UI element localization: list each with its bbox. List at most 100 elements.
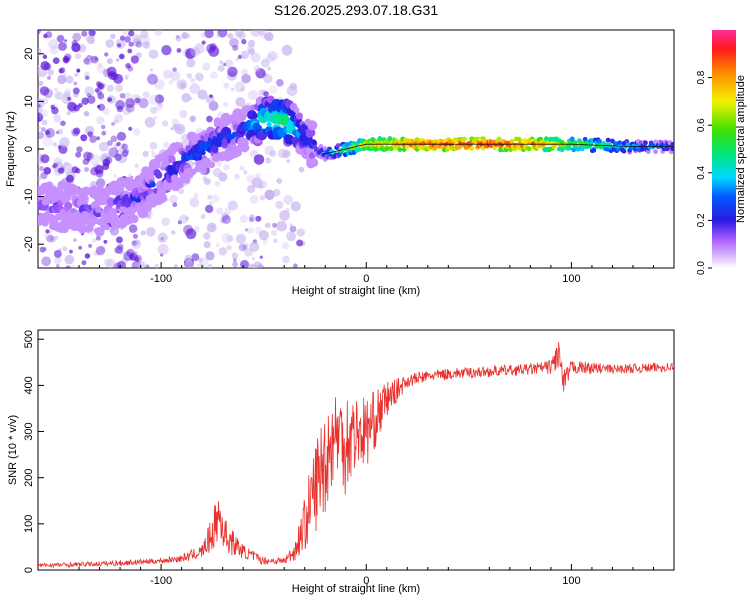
noise-blob [203,232,211,240]
noise-blob [59,67,66,74]
noise-blob [115,99,125,110]
noise-blob [121,143,129,151]
noise-blob [161,120,169,127]
noise-blob [125,63,131,69]
noise-blob [74,72,79,77]
noise-blob [105,39,115,48]
noise-blob [249,217,254,222]
noise-blob [45,229,50,234]
noise-blob [231,39,239,47]
noise-blob [265,157,272,164]
ridge-blob [653,149,658,155]
noise-blob [128,30,135,37]
noise-blob [41,98,49,105]
noise-blob [94,56,99,61]
noise-blob [227,32,234,39]
noise-blob [229,37,239,48]
noise-blob [76,146,83,153]
noise-blob [52,142,58,147]
ridge-blob [307,120,318,131]
noise-blob [106,84,115,92]
noise-blob [190,46,201,57]
noise-blob [216,161,222,167]
noise-blob [282,255,290,264]
noise-blob [191,253,200,262]
noise-blob [224,59,234,68]
noise-blob [38,131,45,140]
noise-blob [124,74,129,80]
noise-blob [109,226,120,236]
noise-blob [201,40,206,45]
noise-blob [84,167,89,172]
noise-blob [58,41,67,51]
noise-blob [39,86,50,96]
snr-panel: -100 0 100 0 100 200 300 400 500 Height of stra… [7,329,675,595]
bottom-x-tick-label: 0 [363,575,369,587]
ridge-blob [670,146,674,152]
noise-blob [145,264,150,268]
noise-blob [153,79,165,90]
noise-blob [247,227,254,234]
noise-blob [186,58,196,68]
noise-blob [231,252,239,259]
noise-blob [103,239,108,244]
noise-blob [56,34,65,43]
noise-blob [246,184,256,194]
noise-blob [63,91,71,99]
noise-blob [128,41,134,47]
noise-blob [134,254,142,263]
noise-blob [118,53,125,60]
bottom-y-tick-label: 400 [23,376,35,394]
top-y-label: Frequency (Hz) [5,111,17,187]
noise-blob [215,33,221,38]
bottom-y-tick-label: 500 [23,330,35,348]
noise-blob [175,35,182,42]
noise-blob [276,220,287,232]
noise-blob [249,213,255,220]
noise-blob [179,82,187,89]
ridge-blob [670,142,674,147]
noise-blob [39,166,45,172]
noise-blob [49,45,59,55]
noise-blob [290,201,301,212]
noise-blob [73,81,78,86]
noise-blob [57,74,67,85]
noise-blob [253,65,261,72]
noise-blob [96,136,101,141]
noise-blob [51,106,59,115]
ridge-blob [200,150,206,156]
noise-blob [59,137,70,148]
ridge-blob [149,181,156,188]
noise-blob [119,93,126,99]
ridge-blob [103,224,110,231]
ridge-blob [545,141,551,146]
noise-blob [208,45,220,57]
noise-blob [190,78,196,83]
noise-blob [239,165,245,171]
noise-blob [43,167,52,175]
noise-blob [279,210,290,221]
noise-blob [134,97,141,104]
ridge-blob [251,112,258,119]
noise-blob [127,48,133,54]
noise-blob [113,119,119,125]
noise-blob [52,162,58,168]
ridge-blob [106,197,116,207]
noise-blob [102,107,110,115]
noise-blob [66,111,71,116]
noise-blob [54,91,64,100]
noise-blob [132,233,138,239]
noise-blob [84,75,90,80]
noise-blob [110,33,116,40]
noise-blob [102,162,110,171]
bottom-x-tick-label: -100 [150,575,172,587]
noise-blob [240,87,245,92]
noise-blob [39,109,49,118]
noise-blob [65,265,71,268]
noise-blob [64,254,75,265]
noise-blob [114,153,122,162]
noise-blob [150,150,154,154]
noise-blob [62,246,68,252]
noise-blob [115,245,123,254]
